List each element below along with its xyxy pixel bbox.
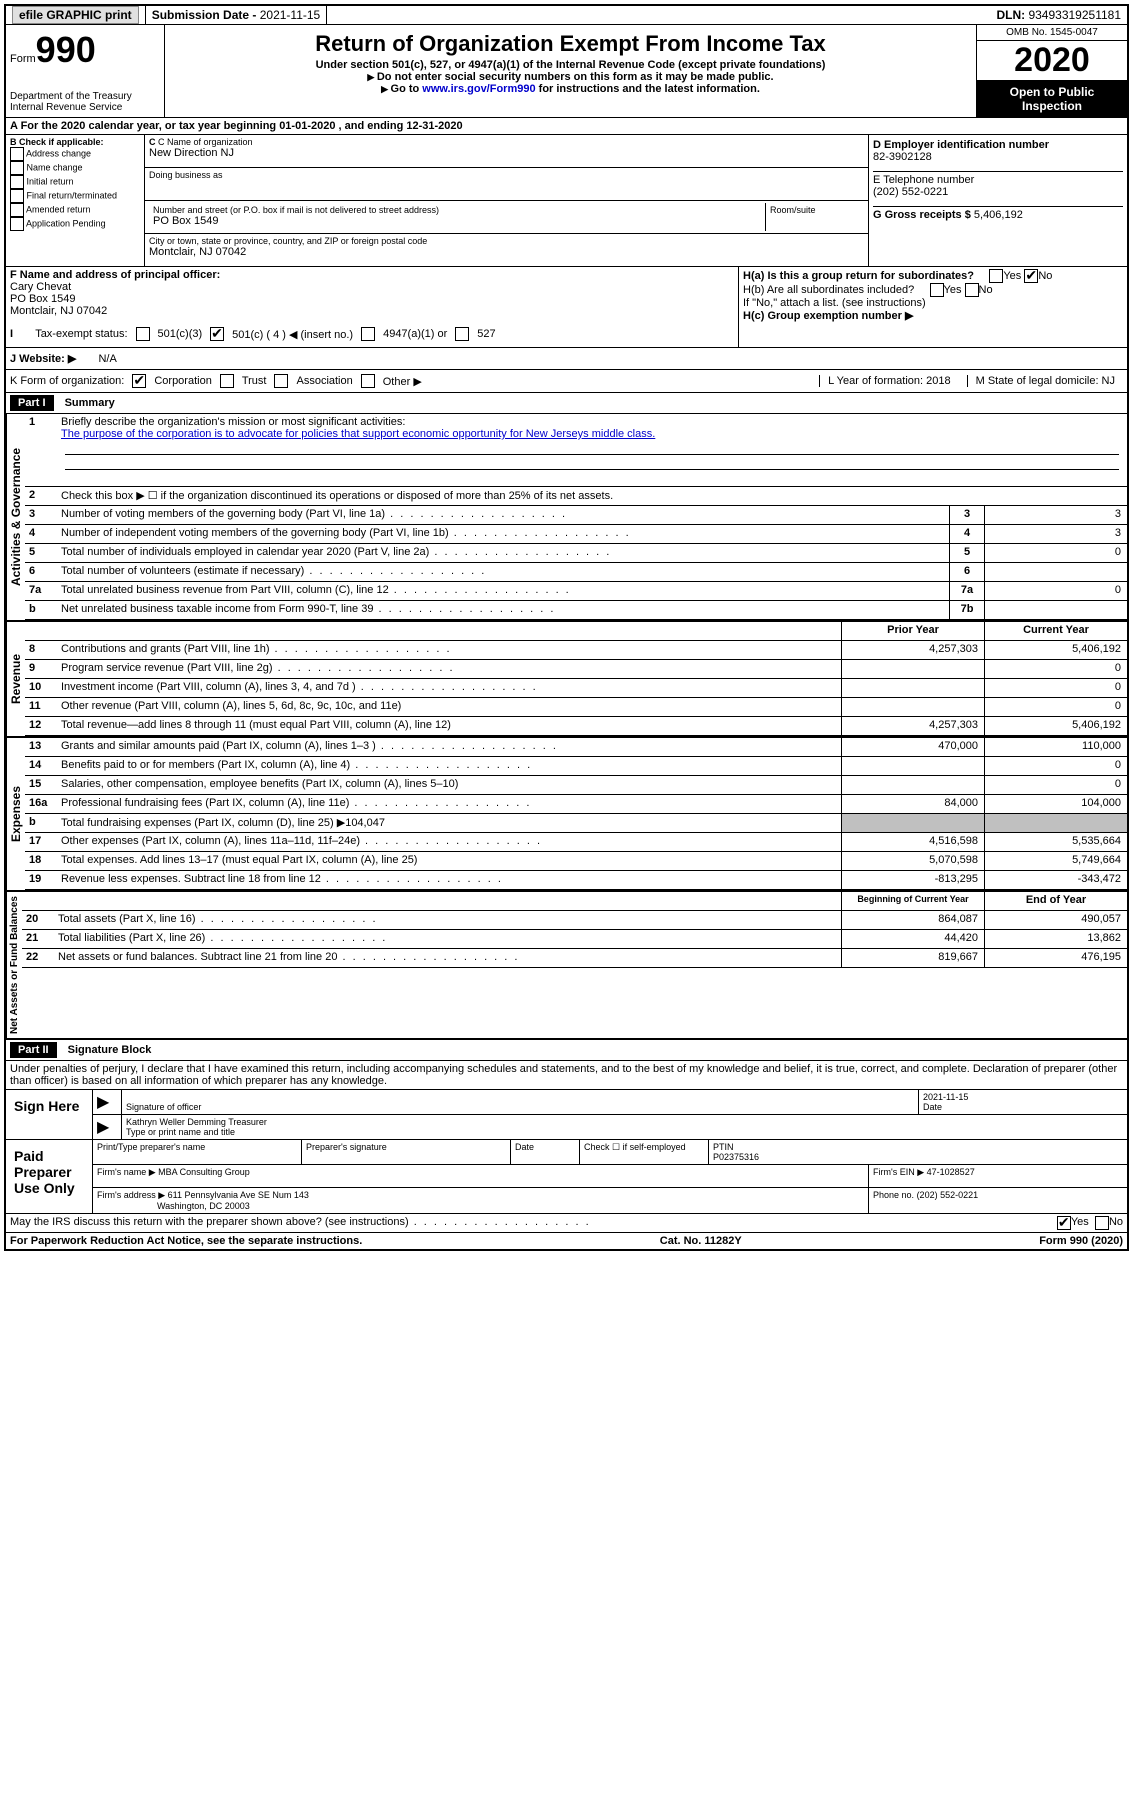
website-row: J Website: ▶ N/A — [6, 348, 1127, 370]
rev-label: Revenue — [6, 622, 25, 736]
sign-here-section: Sign Here ▶ Signature of officer 2021-11… — [6, 1090, 1127, 1140]
rev-section: Revenue Prior YearCurrent Year 8Contribu… — [6, 622, 1127, 738]
officer-name: Kathryn Weller Demming Treasurer — [126, 1117, 267, 1127]
title-box: Return of Organization Exempt From Incom… — [165, 25, 976, 117]
year-box: OMB No. 1545-0047 2020 Open to Public In… — [976, 25, 1127, 117]
form-990-page: efile GRAPHIC print Submission Date - 20… — [4, 4, 1129, 1251]
section-bcd: B Check if applicable: Address change Na… — [6, 135, 1127, 267]
line-5: 5Total number of individuals employed in… — [25, 544, 1127, 563]
gross-receipts: 5,406,192 — [974, 209, 1023, 221]
gov-section: Activities & Governance 1Briefly describ… — [6, 414, 1127, 622]
part2-header: Part II Signature Block — [6, 1040, 1127, 1061]
topbar: efile GRAPHIC print Submission Date - 20… — [6, 6, 1127, 25]
efile-print: efile GRAPHIC print — [6, 6, 146, 24]
gov-lines: 3Number of voting members of the governi… — [25, 506, 1127, 620]
mission: The purpose of the corporation is to adv… — [61, 428, 655, 440]
submission-date: Submission Date - 2021-11-15 — [146, 6, 328, 24]
dln: DLN: 93493319251181 — [990, 6, 1127, 24]
org-name: New Direction NJ — [149, 147, 864, 159]
col-d: D Employer identification number 82-3902… — [869, 135, 1127, 266]
part1-header: Part I Summary — [6, 393, 1127, 414]
col-b: B Check if applicable: Address change Na… — [6, 135, 145, 266]
paid-preparer-section: Paid Preparer Use Only Print/Type prepar… — [6, 1140, 1127, 1214]
exp-label: Expenses — [6, 738, 25, 890]
line-7a: 7aTotal unrelated business revenue from … — [25, 582, 1127, 601]
form990-link[interactable]: www.irs.gov/Form990 — [422, 83, 535, 95]
city: Montclair, NJ 07042 — [149, 246, 864, 258]
line-7b: bNet unrelated business taxable income f… — [25, 601, 1127, 620]
col-c: C C Name of organization New Direction N… — [145, 135, 869, 266]
row-fh: F Name and address of principal officer:… — [6, 267, 1127, 348]
korg-row: K Form of organization: Corporation Trus… — [6, 370, 1127, 393]
firm-name: MBA Consulting Group — [158, 1167, 250, 1177]
declaration: Under penalties of perjury, I declare th… — [6, 1061, 1127, 1090]
line-6: 6Total number of volunteers (estimate if… — [25, 563, 1127, 582]
net-section: Net Assets or Fund Balances Beginning of… — [6, 892, 1127, 1040]
footer: For Paperwork Reduction Act Notice, see … — [6, 1233, 1127, 1249]
phone: (202) 552-0221 — [873, 186, 1123, 198]
col-h: H(a) Is this a group return for subordin… — [739, 267, 1127, 347]
row-a: A For the 2020 calendar year, or tax yea… — [6, 118, 1127, 135]
col-f: F Name and address of principal officer:… — [6, 267, 739, 347]
form-title: Return of Organization Exempt From Incom… — [169, 31, 972, 57]
form-header: Form990 Department of the Treasury Inter… — [6, 25, 1127, 118]
line-4: 4Number of independent voting members of… — [25, 525, 1127, 544]
net-label: Net Assets or Fund Balances — [6, 892, 22, 1038]
discuss-row: May the IRS discuss this return with the… — [6, 1214, 1127, 1233]
exp-section: Expenses 13Grants and similar amounts pa… — [6, 738, 1127, 892]
form-box: Form990 Department of the Treasury Inter… — [6, 25, 165, 117]
street: PO Box 1549 — [153, 215, 761, 227]
line-3: 3Number of voting members of the governi… — [25, 506, 1127, 525]
ein: 82-3902128 — [873, 151, 1123, 163]
gov-label: Activities & Governance — [6, 414, 25, 620]
